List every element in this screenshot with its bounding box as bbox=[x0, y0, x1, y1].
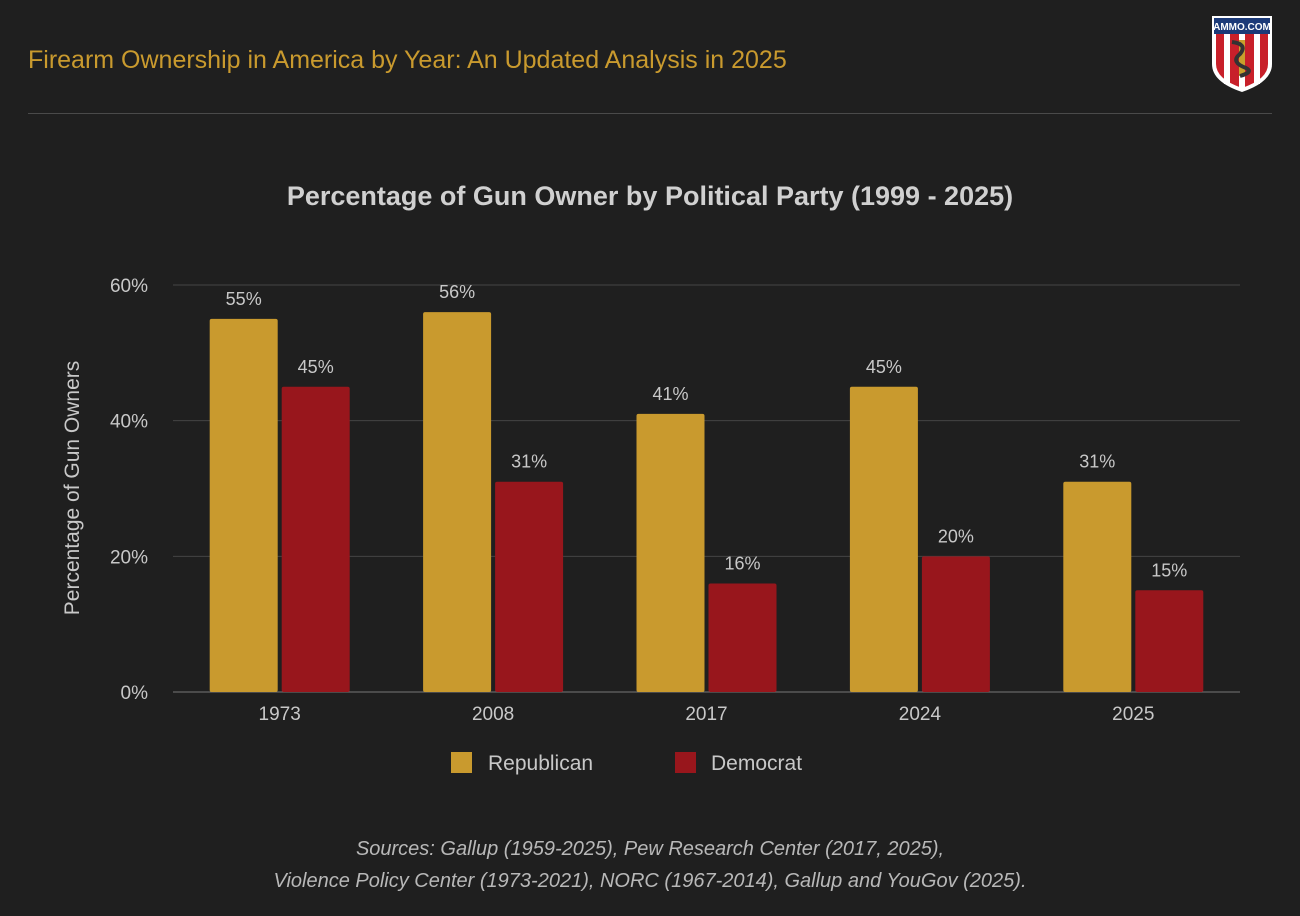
x-tick-label: 2024 bbox=[899, 704, 942, 725]
sources-line-2: Violence Policy Center (1973-2021), NORC… bbox=[273, 870, 1027, 892]
data-label: 20% bbox=[938, 526, 974, 546]
legend-swatch-democrat bbox=[675, 752, 696, 773]
legend-swatch-republican bbox=[451, 752, 472, 773]
ammo-logo: AMMO.COM bbox=[1212, 16, 1272, 92]
svg-text:AMMO.COM: AMMO.COM bbox=[1213, 22, 1271, 33]
data-label: 56% bbox=[439, 282, 475, 302]
bar-republican bbox=[209, 318, 278, 692]
legend: Republican Democrat bbox=[451, 752, 802, 775]
data-label: 45% bbox=[298, 357, 334, 377]
bar-democrat bbox=[708, 583, 777, 692]
bar-democrat bbox=[495, 481, 564, 692]
data-label: 45% bbox=[866, 357, 902, 377]
x-tick-label: 2025 bbox=[1112, 704, 1154, 725]
bar-republican bbox=[849, 386, 918, 692]
data-label: 16% bbox=[724, 553, 760, 573]
x-tick-label: 2017 bbox=[685, 704, 727, 725]
bar-democrat bbox=[1135, 590, 1204, 692]
x-tick-label: 2008 bbox=[472, 704, 514, 725]
bar-democrat bbox=[921, 556, 990, 692]
data-label: 31% bbox=[1079, 452, 1115, 472]
data-label: 55% bbox=[226, 289, 262, 309]
sources-line-1: Sources: Gallup (1959-2025), Pew Researc… bbox=[355, 838, 945, 860]
legend-label-democrat: Democrat bbox=[711, 752, 802, 775]
bar-republican bbox=[1063, 481, 1132, 692]
chart-title: Percentage of Gun Owner by Political Par… bbox=[287, 181, 1013, 211]
y-tick-label: 40% bbox=[110, 412, 148, 433]
bar-democrat bbox=[281, 386, 350, 692]
y-tick-label: 20% bbox=[110, 547, 148, 568]
page-header-title: Firearm Ownership in America by Year: An… bbox=[28, 46, 787, 74]
bar-republican bbox=[423, 312, 492, 692]
x-tick-label: 1973 bbox=[259, 704, 301, 725]
y-axis-label: Percentage of Gun Owners bbox=[61, 361, 84, 615]
legend-label-republican: Republican bbox=[488, 752, 593, 775]
data-label: 15% bbox=[1151, 560, 1187, 580]
header-divider bbox=[28, 113, 1272, 114]
data-label: 41% bbox=[652, 384, 688, 404]
y-tick-label: 0% bbox=[121, 683, 149, 704]
data-label: 31% bbox=[511, 452, 547, 472]
y-tick-label: 60% bbox=[110, 276, 148, 297]
bar-republican bbox=[636, 413, 705, 692]
